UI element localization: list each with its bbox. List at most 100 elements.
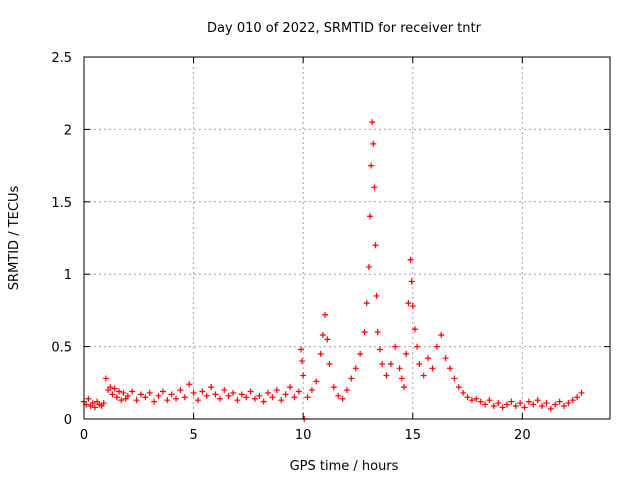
data-point: [464, 394, 471, 401]
data-point: [352, 365, 359, 372]
data-point: [287, 384, 294, 391]
data-point: [512, 402, 519, 409]
data-point: [155, 392, 162, 399]
data-point: [521, 404, 528, 411]
data-point: [269, 394, 276, 401]
data-point: [151, 398, 158, 405]
data-point: [407, 256, 414, 263]
data-point: [373, 292, 380, 299]
data-point: [168, 391, 175, 398]
data-point: [230, 389, 237, 396]
axis-ticks: 0 5 10 15 20 0 0.5 1 1.5 2 2.5: [51, 51, 610, 443]
data-point: [348, 375, 355, 382]
data-point: [194, 397, 201, 404]
data-point: [376, 346, 383, 353]
data-point: [451, 375, 458, 382]
x-tick-label: 5: [189, 428, 197, 443]
data-point: [433, 343, 440, 350]
data-point: [517, 400, 524, 407]
data-point: [109, 391, 116, 398]
plot-frame: [83, 56, 611, 420]
data-point: [111, 385, 118, 392]
data-point: [372, 242, 379, 249]
data-point: [574, 394, 581, 401]
data-point: [414, 343, 421, 350]
data-point: [319, 332, 326, 339]
y-tick-label: 0.5: [51, 341, 72, 356]
data-point: [552, 401, 559, 408]
x-axis-label: GPS time / hours: [290, 459, 399, 474]
data-point: [186, 381, 193, 388]
data-point: [339, 395, 346, 402]
data-point: [212, 391, 219, 398]
data-point: [565, 400, 572, 407]
data-point: [368, 162, 375, 169]
x-tick-label: 20: [514, 428, 531, 443]
data-point: [365, 263, 372, 270]
data-point: [159, 388, 166, 395]
data-point: [383, 372, 390, 379]
data-point: [371, 184, 378, 191]
data-point: [324, 336, 331, 343]
data-point: [85, 395, 92, 402]
data-point: [297, 346, 304, 353]
data-point: [369, 119, 376, 126]
data-point: [460, 389, 467, 396]
data-point: [234, 397, 241, 404]
data-point: [146, 389, 153, 396]
data-point: [335, 392, 342, 399]
data-point: [322, 311, 329, 318]
data-point: [503, 401, 510, 408]
data-point: [313, 378, 320, 385]
data-point: [409, 303, 416, 310]
data-point: [392, 343, 399, 350]
x-tick-label: 0: [80, 428, 88, 443]
data-point: [411, 326, 418, 333]
data-point: [482, 401, 489, 408]
data-point: [120, 389, 127, 396]
data-point: [473, 395, 480, 402]
data-point: [181, 394, 188, 401]
data-point: [91, 404, 98, 411]
data-point: [173, 395, 180, 402]
data-point: [100, 400, 107, 407]
data-point: [304, 394, 311, 401]
data-point: [442, 355, 449, 362]
data-point: [225, 392, 232, 399]
data-point: [477, 398, 484, 405]
data-point: [396, 365, 403, 372]
data-point: [447, 365, 454, 372]
y-axis-label: SRMTID / TECUs: [7, 186, 22, 291]
data-point: [560, 402, 567, 409]
data-point: [137, 391, 144, 398]
data-point: [89, 400, 96, 407]
data-point: [455, 384, 462, 391]
data-points: [81, 119, 585, 422]
data-point: [547, 405, 554, 412]
y-tick-label: 1: [64, 268, 72, 283]
data-point: [177, 387, 184, 394]
data-point: [534, 397, 541, 404]
x-tick-label: 15: [404, 428, 421, 443]
data-point: [199, 388, 206, 395]
data-point: [251, 395, 258, 402]
data-point: [408, 278, 415, 285]
y-tick-label: 2.5: [51, 51, 72, 66]
data-point: [429, 365, 436, 372]
data-point: [256, 392, 263, 399]
data-point: [556, 398, 563, 405]
data-point: [282, 391, 289, 398]
data-point: [495, 400, 502, 407]
data-point: [116, 388, 123, 395]
y-tick-label: 2: [64, 123, 72, 138]
data-point: [425, 355, 432, 362]
data-point: [308, 387, 315, 394]
data-point: [330, 384, 337, 391]
data-point: [405, 300, 412, 307]
data-point: [118, 397, 125, 404]
data-point: [221, 387, 228, 394]
data-point: [216, 395, 223, 402]
data-point: [243, 394, 250, 401]
data-point: [265, 389, 272, 396]
